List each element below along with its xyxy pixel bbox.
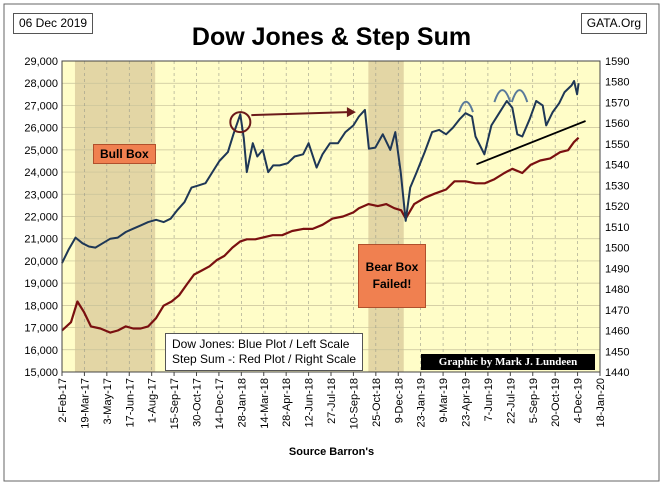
- x-tick-label: 4-Dec-19: [573, 378, 585, 423]
- left-tick-label: 27,000: [24, 100, 58, 112]
- x-tick-label: 20-Oct-19: [550, 378, 562, 427]
- x-tick-label: 23-Jan-19: [416, 378, 428, 428]
- arrow-head: [346, 107, 356, 118]
- left-tick-label: 24,000: [24, 167, 58, 179]
- right-axis: 1440 1450 1460 1470 1480 1490 1500 1510 1520 1530…: [605, 56, 629, 379]
- right-tick-label: 1460: [605, 326, 629, 338]
- left-tick-label: 16,000: [24, 345, 58, 357]
- x-axis: 2-Feb-17 19-Mar-17 3-May-17 17-Jun-17 1-Aug-…: [57, 372, 607, 429]
- source-label: Source Barron's: [288, 446, 375, 458]
- right-tick-label: 1450: [605, 346, 629, 358]
- x-tick-label: 9-Mar-19: [438, 378, 450, 423]
- left-tick-label: 28,000: [24, 78, 58, 90]
- chart-title: Dow Jones & Step Sum: [191, 23, 472, 51]
- right-tick-label: 1510: [605, 222, 629, 234]
- step-sum-series: [61, 136, 580, 334]
- left-tick-label: 25,000: [24, 145, 58, 157]
- x-tick-label: 25-Oct-18: [371, 378, 383, 427]
- plot-border: [61, 60, 601, 373]
- x-tick-label: 1-Aug-17: [147, 378, 159, 423]
- trend-line: [476, 120, 586, 166]
- site-label: GATA.Org: [580, 13, 647, 34]
- step-sum-line: [61, 136, 580, 334]
- x-tick-label: 14-Dec-17: [214, 378, 226, 429]
- legend-box: Dow Jones: Blue Plot / Left Scale Step S…: [165, 333, 364, 371]
- x-tick-label: 15-Sep-17: [169, 378, 181, 429]
- x-tick-label: 2-Feb-17: [57, 378, 69, 423]
- left-tick-label: 17,000: [24, 323, 58, 335]
- left-tick-label: 15,000: [24, 367, 58, 379]
- legend-line-step: Step Sum -: Red Plot / Right Scale: [172, 352, 357, 366]
- x-tick-label: 18-Jan-20: [595, 378, 607, 428]
- left-tick-label: 21,000: [24, 234, 58, 246]
- right-tick-label: 1570: [605, 97, 629, 109]
- x-tick-label: 19-Mar-17: [79, 378, 91, 429]
- bear-box-label: Bear Box Failed!: [358, 244, 426, 308]
- x-tick-label: 14-Mar-18: [259, 378, 271, 429]
- right-tick-label: 1520: [605, 201, 629, 213]
- left-tick-label: 26,000: [24, 123, 58, 135]
- dow-line: [61, 80, 580, 264]
- top-arc-3: [510, 89, 529, 103]
- credit-label: Graphic by Mark J. Lundeen: [421, 354, 595, 370]
- right-tick-label: 1540: [605, 160, 629, 172]
- x-tick-label: 23-Apr-19: [461, 378, 473, 427]
- right-tick-label: 1580: [605, 77, 629, 89]
- right-tick-label: 1590: [605, 56, 629, 68]
- top-arc-2: [493, 89, 512, 103]
- right-tick-label: 1480: [605, 284, 629, 296]
- x-tick-label: 17-Jun-17: [124, 378, 136, 428]
- date-label: 06 Dec 2019: [13, 13, 94, 34]
- left-tick-label: 20,000: [24, 256, 58, 268]
- x-tick-label: 10-Sep-18: [348, 378, 360, 429]
- x-tick-label: 27-Jul-18: [326, 378, 338, 424]
- x-tick-label: 7-Jun-19: [483, 378, 495, 421]
- legend-line-dow: Dow Jones: Blue Plot / Left Scale: [172, 337, 350, 351]
- x-tick-label: 3-May-17: [102, 378, 114, 424]
- left-tick-label: 29,000: [24, 56, 58, 68]
- x-tick-label: 30-Oct-17: [192, 378, 204, 427]
- left-axis: 15,000 16,000 17,000 18,000 19,000 20,000 21,0…: [24, 56, 58, 379]
- x-tick-label: 22-Jul-19: [505, 378, 517, 424]
- dow-series: [61, 80, 580, 264]
- left-tick-label: 18,000: [24, 300, 58, 312]
- right-tick-label: 1490: [605, 263, 629, 275]
- left-tick-label: 19,000: [24, 278, 58, 290]
- right-tick-label: 1500: [605, 243, 629, 255]
- x-tick-label: 12-Jun-18: [304, 378, 316, 428]
- arrow-shaft: [251, 111, 348, 117]
- bull-box-label: Bull Box: [93, 144, 156, 164]
- top-arc-1: [458, 100, 474, 113]
- right-tick-label: 1550: [605, 139, 629, 151]
- left-tick-label: 22,000: [24, 212, 58, 224]
- x-tick-label: 9-Dec-18: [393, 378, 405, 423]
- bear-box-line1: Bear Box: [365, 260, 419, 274]
- left-tick-label: 23,000: [24, 189, 58, 201]
- right-tick-label: 1470: [605, 305, 629, 317]
- right-tick-label: 1560: [605, 118, 629, 130]
- bear-box-line2: Failed!: [372, 277, 412, 291]
- right-tick-label: 1440: [605, 367, 629, 379]
- peak-circle: [229, 111, 252, 134]
- x-tick-label: 5-Sep-19: [528, 378, 540, 423]
- right-tick-label: 1530: [605, 180, 629, 192]
- x-tick-label: 28-Apr-18: [281, 378, 293, 427]
- x-tick-label: 28-Jan-18: [236, 378, 248, 428]
- annotations-layer: [229, 89, 586, 166]
